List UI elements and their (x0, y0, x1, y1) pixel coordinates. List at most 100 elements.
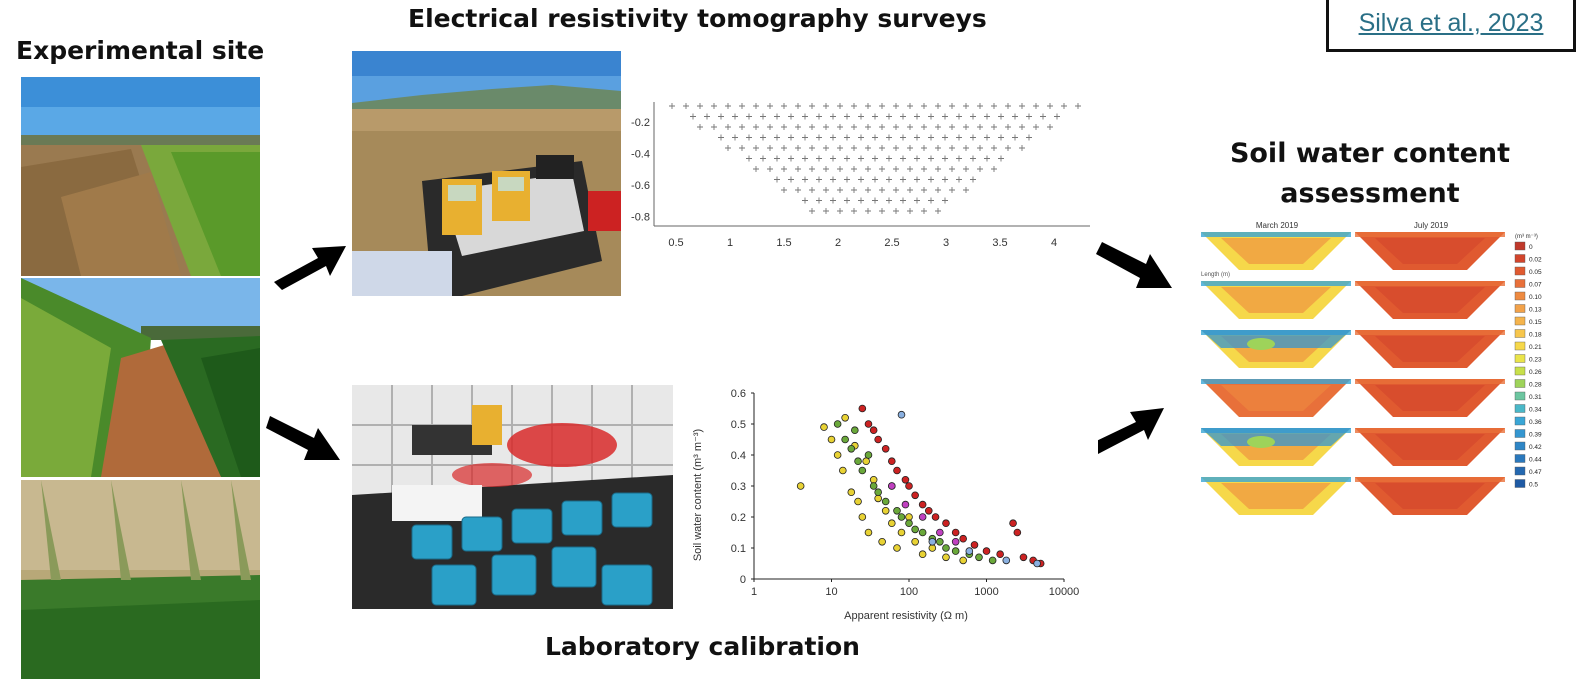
chart-data-point (1002, 556, 1011, 565)
swc-map (1355, 232, 1505, 270)
chart-data-point (833, 451, 842, 459)
ert-point-marker (774, 134, 780, 141)
ert-point-marker (942, 155, 948, 162)
ert-x-tick-label: 2 (835, 237, 841, 249)
chart-data-point (970, 541, 979, 549)
chart-data-point (841, 435, 849, 444)
chart-data-point (874, 488, 882, 496)
swc-map (1201, 477, 1351, 515)
swc-legend-swatch (1514, 329, 1526, 338)
swc-map (1355, 281, 1505, 319)
ert-x-tick-label: 1 (727, 237, 733, 249)
ert-point-marker (928, 197, 934, 204)
ert-point-marker (760, 113, 766, 120)
chart-x-tick-label: 100 (900, 586, 918, 598)
chart-x-axis-label: Apparent resistivity (Ω m) (844, 610, 968, 622)
swc-legend-swatch (1514, 466, 1526, 476)
ert-point-marker (935, 124, 941, 130)
chart-data-point (893, 544, 901, 552)
swc-map-patch (1247, 436, 1275, 448)
ert-point-marker (928, 134, 934, 141)
ert-point-marker (956, 176, 962, 183)
ert-point-marker (921, 187, 927, 193)
ert-x-tick-label: 4 (1051, 237, 1057, 249)
ert-point-marker (865, 103, 871, 109)
ert-point-marker (907, 166, 913, 172)
ert-point-marker (942, 176, 948, 183)
swc-map (1355, 379, 1505, 417)
swc-legend-label: 0.02 (1529, 257, 1542, 264)
ert-point-marker (872, 155, 878, 162)
ert-point-marker (879, 166, 885, 172)
ert-point-marker (872, 176, 878, 183)
ert-point-marker (837, 166, 843, 172)
ert-point-marker (949, 103, 955, 109)
ert-point-marker (774, 113, 780, 120)
ert-point-marker (949, 166, 955, 172)
chart-data-point (874, 435, 882, 444)
ert-point-marker (935, 103, 941, 109)
ert-point-marker (844, 155, 850, 162)
ert-point-marker (1019, 124, 1025, 130)
ert-point-marker (746, 113, 752, 120)
ert-point-marker (809, 208, 815, 214)
ert-point-marker (865, 187, 871, 193)
swc-map-core (1221, 287, 1331, 313)
ert-point-marker (865, 145, 871, 151)
swc-legend-label: 0 (1529, 244, 1533, 251)
swc-map-surface (1355, 477, 1505, 482)
swc-legend-label: 0.07 (1529, 282, 1542, 289)
arrow-site-to-lab (266, 416, 340, 460)
ert-point-marker (914, 155, 920, 162)
ert-point-marker (977, 103, 983, 109)
chart-y-tick-label: 0.3 (731, 481, 746, 493)
ert-point-marker (900, 176, 906, 183)
ert-point-marker (837, 103, 843, 109)
ert-point-marker (767, 103, 773, 109)
ert-point-marker (970, 155, 976, 162)
swc-legend-swatch (1514, 316, 1526, 326)
chart-y-axis-label: Soil water content (m³ m⁻³) (692, 429, 704, 561)
ert-point-marker (956, 113, 962, 120)
swc-legend-label: 0.18 (1529, 332, 1542, 339)
swc-maps-panel: March 2019 July 2019 Length (m) (m³ m⁻³) 0 0.… (1195, 220, 1553, 530)
ert-point-marker (907, 103, 913, 109)
ert-point-marker (935, 208, 941, 214)
ert-point-marker (900, 134, 906, 141)
ert-point-marker (851, 103, 857, 109)
ert-point-marker (921, 208, 927, 214)
ert-point-marker (956, 155, 962, 162)
ert-point-marker (837, 187, 843, 193)
ert-point-marker (753, 145, 759, 151)
chart-data-point (864, 451, 873, 459)
chart-data-point (951, 538, 960, 546)
ert-point-marker (781, 124, 787, 130)
ert-point-marker (795, 187, 801, 193)
ert-point-marker (851, 208, 857, 214)
ert-point-marker (781, 166, 787, 172)
chart-data-point (931, 513, 940, 521)
ert-point-marker (900, 155, 906, 162)
ert-point-marker (963, 103, 969, 109)
citation-link[interactable]: Silva et al., 2023 (1358, 9, 1544, 37)
soil-water-title: Soil water content assessment (1200, 134, 1540, 214)
ert-point-marker (970, 113, 976, 120)
swc-map-wet-zone (1201, 428, 1351, 446)
ert-point-marker (956, 134, 962, 141)
ert-point-marker (823, 208, 829, 214)
chart-data-point (841, 413, 849, 422)
ert-point-marker (753, 103, 759, 109)
chart-data-point (901, 500, 910, 509)
ert-point-marker (1026, 113, 1032, 120)
ert-point-marker (907, 145, 913, 151)
swc-legend-label: 0.31 (1529, 394, 1542, 401)
chart-data-point (905, 513, 913, 521)
swc-map-surface (1201, 379, 1351, 384)
swc-map-core (1221, 385, 1331, 411)
ert-point-marker (879, 208, 885, 214)
chart-data-point (833, 420, 842, 428)
chart-data-point (858, 513, 867, 521)
arrow-ert-to-swc (1096, 242, 1172, 288)
ert-point-marker (816, 155, 822, 162)
chart-data-point (911, 538, 919, 546)
